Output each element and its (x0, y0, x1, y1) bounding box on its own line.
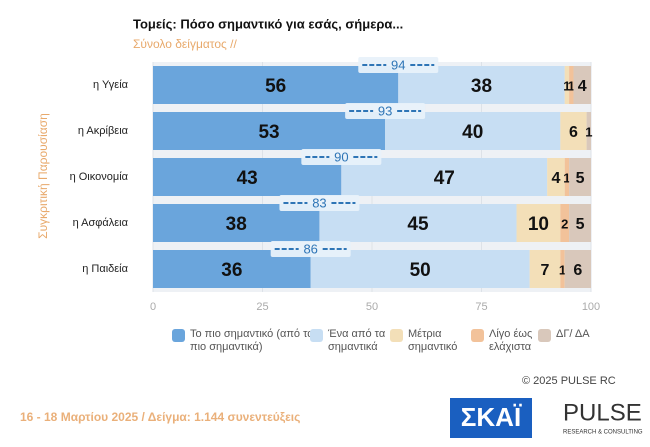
chart-subtitle: Σύνολο δείγματος // (133, 37, 237, 51)
bar-segment (153, 66, 399, 104)
logo: PULSE (563, 399, 642, 426)
data-label: 50 (410, 260, 431, 281)
total-label: 93 (378, 103, 392, 118)
y-tick-label: η Ασφάλεια (73, 217, 129, 229)
x-tick-label: 100 (582, 301, 600, 313)
legend-label: Ένα από τα σημαντικά (328, 328, 386, 353)
y-tick-label: η Υγεία (93, 79, 129, 91)
data-label: 36 (221, 260, 242, 281)
data-label: 38 (471, 76, 492, 97)
legend-label: Λίγο έως ελάχιστα (489, 328, 533, 353)
logo-sub: RESEARCH & CONSULTING (563, 430, 643, 436)
data-label: 1 (585, 124, 592, 139)
legend-swatch (172, 329, 185, 342)
legend-label: Το πιο σημαντικό (από τα πιο σημαντικά) (190, 328, 314, 353)
x-tick-label: 75 (475, 301, 487, 313)
data-label: 7 (541, 262, 550, 279)
bar-segment (564, 158, 570, 196)
bar-segment (547, 158, 565, 196)
data-label: 45 (407, 214, 429, 235)
bar-segment (560, 112, 587, 150)
total-box (301, 149, 382, 165)
legend-swatch (310, 329, 323, 342)
data-label: 43 (237, 168, 258, 189)
data-label: 1 (568, 78, 575, 93)
data-label: 4 (552, 170, 561, 187)
data-label: 56 (265, 76, 286, 97)
total-box (270, 241, 351, 257)
data-label: 5 (576, 216, 585, 233)
total-label: 83 (312, 195, 326, 210)
legend-swatch (538, 329, 551, 342)
legend-swatch (471, 329, 484, 342)
legend-swatch (390, 329, 403, 342)
copyright: © 2025 PULSE RC (522, 375, 616, 387)
y-tick-label: η Ακρίβεια (78, 125, 129, 137)
footer: 16 - 18 Μαρτίου 2025 / Δείγμα: 1.144 συν… (20, 410, 300, 424)
x-tick-label: 25 (256, 301, 268, 313)
data-label: 4 (578, 78, 587, 95)
bar-segment (560, 250, 565, 288)
data-label: 2 (561, 216, 568, 231)
total-label: 86 (303, 241, 317, 256)
bar-segment (564, 250, 591, 288)
total-label: 94 (391, 57, 405, 72)
logo: ΣΚΑΪ (461, 402, 522, 432)
data-label: 6 (573, 262, 582, 279)
data-label: 6 (569, 124, 578, 141)
y-tick-label: η Οικονομία (70, 171, 129, 183)
legend-label: ΔΓ/ ΔΑ (556, 328, 590, 340)
x-tick-label: 50 (366, 301, 378, 313)
legend-label: Μέτρια σημαντικό (408, 328, 458, 353)
x-tick-label: 0 (150, 301, 156, 313)
data-label: 53 (258, 122, 279, 143)
data-label: 1 (563, 78, 570, 93)
bar-segment (569, 158, 591, 196)
data-label: 40 (462, 122, 483, 143)
data-label: 1 (563, 170, 570, 185)
chart-title: Τομείς: Πόσο σημαντικό για εσάς, σήμερα.… (133, 16, 403, 31)
bar-segment (560, 204, 570, 242)
data-label: 47 (434, 168, 455, 189)
bar-segment (569, 204, 591, 242)
bar-segment (516, 204, 561, 242)
total-box (279, 195, 360, 211)
total-label: 90 (334, 149, 348, 164)
bar-segment (564, 66, 570, 104)
y-tick-label: η Παιδεία (82, 263, 128, 275)
data-label: 10 (528, 214, 549, 235)
y-axis-label: Συγκριτική Παρουσίαση (36, 113, 50, 239)
bar-segment (569, 66, 574, 104)
data-label: 5 (576, 170, 585, 187)
bar-segment (573, 66, 591, 104)
total-box (358, 57, 439, 73)
data-label: 1 (559, 262, 566, 277)
logo-box (450, 398, 532, 438)
data-label: 38 (226, 214, 247, 235)
total-box (345, 103, 426, 119)
bar-segment (586, 112, 591, 150)
bar-segment (529, 250, 561, 288)
